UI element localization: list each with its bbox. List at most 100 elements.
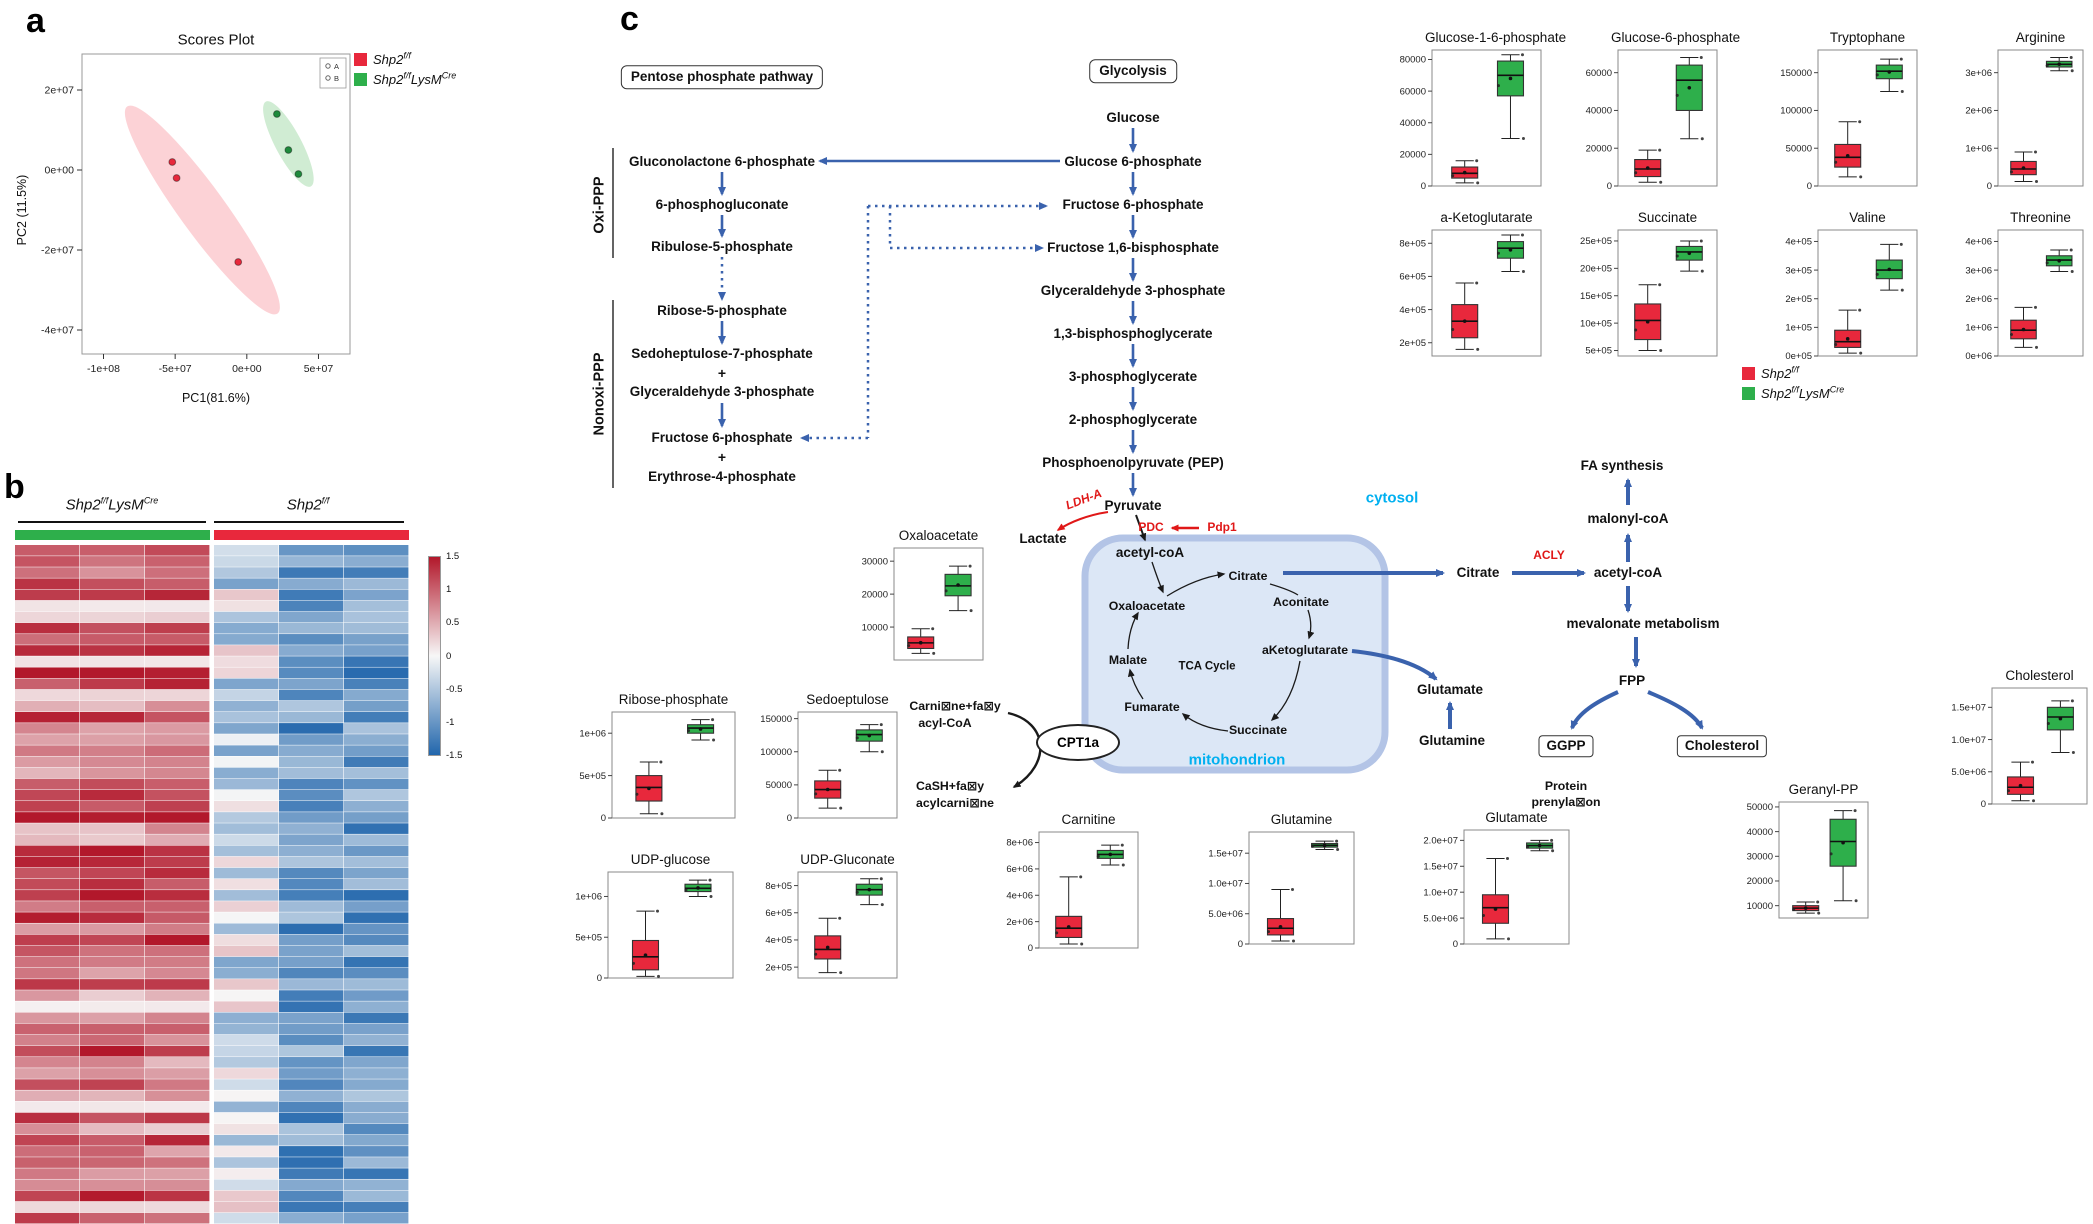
svg-text:0: 0 bbox=[1987, 181, 1992, 192]
boxplot-title: UDP-Gluconate bbox=[800, 852, 895, 867]
svg-text:0: 0 bbox=[1807, 181, 1812, 192]
heatmap-group-left-label: Shp2f/fLysMCre bbox=[65, 495, 159, 514]
svg-text:-5e+07: -5e+07 bbox=[159, 363, 192, 375]
panel-a-label: a bbox=[26, 2, 45, 40]
metabolite-aconitate: Aconitate bbox=[1272, 594, 1330, 609]
svg-text:40000: 40000 bbox=[1747, 827, 1773, 838]
colorbar-tick: -1.5 bbox=[446, 750, 463, 761]
metabolite-lactate: Lactate bbox=[1019, 531, 1067, 547]
legend-a-red: Shp2f/f bbox=[354, 51, 411, 67]
svg-text:0: 0 bbox=[1238, 939, 1243, 950]
svg-text:100000: 100000 bbox=[760, 747, 792, 758]
svg-text:3e+06: 3e+06 bbox=[1965, 265, 1992, 276]
heatmap bbox=[15, 530, 409, 1224]
svg-text:50000: 50000 bbox=[766, 780, 792, 791]
boxplot-glucose16p: Glucose-1-6-phosphate 0 20000 40000 60000 800… bbox=[1386, 30, 1567, 202]
boxplot-valine: Valine 0e+05 1e+05 2e+05 3e+05 4e+05 bbox=[1772, 210, 1924, 372]
boxplot-title: Oxaloacetate bbox=[898, 528, 979, 543]
pca-scores-plot: -1e+08 -5e+07 0e+00 5e+07 2e+07 0e+00 -2e+07 -4… bbox=[30, 48, 360, 393]
colorbar-tick: 0 bbox=[446, 651, 452, 662]
metabolite-oxaloacetate-tca: Oxaloacetate bbox=[1108, 598, 1186, 613]
green-swatch bbox=[1742, 387, 1755, 400]
colorbar-tick: -0.5 bbox=[446, 684, 463, 695]
svg-text:20000: 20000 bbox=[862, 589, 888, 600]
metabolite-glucose-6-phosphate: Glucose 6-phosphate bbox=[1064, 154, 1202, 170]
metabolite-fumarate: Fumarate bbox=[1124, 699, 1180, 714]
metabolite-citrate-mito: Citrate bbox=[1228, 568, 1268, 583]
boxplot-tryptophane: Tryptophane 0 50000 100000 150000 bbox=[1772, 30, 1924, 202]
svg-text:6e+06: 6e+06 bbox=[1006, 864, 1033, 875]
colorbar-tick: 1 bbox=[446, 584, 452, 595]
label-cash-fatty-acylcarnitine-2: acylcarni⊠ne bbox=[916, 795, 994, 810]
metabolite-citrate-cytosol: Citrate bbox=[1456, 565, 1500, 581]
metabolite-succinate-tca: Succinate bbox=[1228, 722, 1288, 737]
heatmap-group-right-label: Shp2f/f bbox=[286, 495, 330, 514]
metabolite-pep: Phosphoenolpyruvate (PEP) bbox=[1042, 455, 1224, 471]
svg-text:8e+05: 8e+05 bbox=[1399, 238, 1426, 249]
group-underline-right bbox=[214, 521, 404, 523]
boxplot-arginine: Arginine 0 1e+06 2e+06 3e+06 bbox=[1952, 30, 2090, 202]
boxplot-akg: a-Ketoglutarate 2e+05 4e+05 6e+05 8e+05 bbox=[1386, 210, 1548, 372]
metabolite-erythrose-4-phosphate: Erythrose-4-phosphate bbox=[648, 469, 796, 485]
label-fa-synthesis: FA synthesis bbox=[1580, 458, 1664, 474]
svg-text:-2e+07: -2e+07 bbox=[41, 245, 74, 257]
boxplot-title: a-Ketoglutarate bbox=[1440, 210, 1533, 225]
boxplot-sedoeptulose: Sedoeptulose 0 50000 100000 150000 bbox=[752, 692, 904, 834]
svg-text:20e+05: 20e+05 bbox=[1580, 264, 1612, 275]
metabolite-glutamine: Glutamine bbox=[1418, 733, 1486, 749]
red-swatch bbox=[1742, 367, 1755, 380]
svg-text:50000: 50000 bbox=[1747, 802, 1773, 813]
boxplot-glutamate: Glutamate 0 5.0e+06 1.0e+07 1.5e+07 2.0e+07 bbox=[1418, 810, 1576, 960]
metabolite-glyceraldehyde-3-phosphate-ppp: Glyceraldehyde 3-phosphate bbox=[629, 384, 815, 400]
svg-text:5.0e+06: 5.0e+06 bbox=[1208, 909, 1243, 920]
svg-text:1e+05: 1e+05 bbox=[1785, 323, 1812, 334]
colorbar-tick: -1 bbox=[446, 717, 455, 728]
boxplot-threonine: Threonine 0e+06 1e+06 2e+06 3e+06 4e+06 bbox=[1952, 210, 2090, 372]
svg-text:2e+05: 2e+05 bbox=[1785, 294, 1812, 305]
label-cytosol: cytosol bbox=[1365, 489, 1419, 507]
boxplot-title: Sedoeptulose bbox=[806, 692, 889, 707]
metabolite-pyruvate: Pyruvate bbox=[1104, 498, 1162, 514]
legend-c-green-label: Shp2f/fLysMCre bbox=[1761, 384, 1845, 401]
legend-c-red: Shp2f/f bbox=[1742, 365, 1799, 381]
boxplot-title: Glutamate bbox=[1485, 810, 1548, 825]
svg-text:40000: 40000 bbox=[1400, 118, 1426, 129]
svg-text:6e+05: 6e+05 bbox=[765, 908, 792, 919]
metabolite-ribose-5-phosphate: Ribose-5-phosphate bbox=[657, 303, 787, 319]
svg-text:2e+05: 2e+05 bbox=[1399, 338, 1426, 349]
pca-title: Scores Plot bbox=[177, 31, 255, 49]
plus-sign: + bbox=[717, 364, 727, 381]
svg-text:1.0e+07: 1.0e+07 bbox=[1951, 735, 1986, 746]
svg-text:4e+05: 4e+05 bbox=[1399, 305, 1426, 316]
label-nonoxi-ppp: Nonoxi-PPP bbox=[591, 352, 608, 436]
enzyme-acly: ACLY bbox=[1533, 548, 1565, 563]
metabolite-aketoglutarate: aKetoglutarate bbox=[1261, 642, 1349, 657]
label-oxi-ppp: Oxi-PPP bbox=[591, 176, 608, 234]
pca-y-axis-label: PC2 (11.5%) bbox=[15, 174, 29, 246]
boxplot-title: Valine bbox=[1849, 210, 1886, 225]
svg-text:A: A bbox=[334, 62, 339, 71]
boxplot-title: Arginine bbox=[2015, 30, 2066, 45]
svg-text:10000: 10000 bbox=[1747, 901, 1773, 912]
svg-text:B: B bbox=[334, 74, 339, 83]
boxplot-g6p: Glucose-6-phosphate 0 20000 40000 60000 bbox=[1572, 30, 1741, 202]
label-mevalonate-metabolism: mevalonate metabolism bbox=[1566, 616, 1720, 632]
boxplot-title: Ribose-phosphate bbox=[618, 692, 729, 707]
boxplot-geranylpp: Geranyl-PP 10000 20000 30000 40000 50000 bbox=[1733, 782, 1875, 934]
svg-text:20000: 20000 bbox=[1586, 143, 1612, 154]
svg-text:30000: 30000 bbox=[862, 556, 888, 567]
svg-text:4e+05: 4e+05 bbox=[765, 935, 792, 946]
red-swatch bbox=[354, 53, 367, 66]
svg-text:2e+06: 2e+06 bbox=[1006, 917, 1033, 928]
panel-b-label: b bbox=[4, 468, 25, 506]
svg-text:0e+00: 0e+00 bbox=[232, 363, 262, 375]
pca-x-axis-label: PC1(81.6%) bbox=[181, 391, 251, 405]
boxplot-title: Geranyl-PP bbox=[1788, 782, 1859, 797]
svg-text:60000: 60000 bbox=[1586, 68, 1612, 79]
svg-text:3e+06: 3e+06 bbox=[1965, 68, 1992, 79]
svg-text:-1e+08: -1e+08 bbox=[87, 363, 120, 375]
heatmap-colorbar bbox=[428, 556, 441, 756]
metabolite-gluconolactone-6-phosphate: Gluconolactone 6-phosphate bbox=[628, 154, 816, 170]
svg-text:1e+06: 1e+06 bbox=[1965, 323, 1992, 334]
label-protein-prenylation-2: prenyla⊠on bbox=[1531, 794, 1601, 809]
